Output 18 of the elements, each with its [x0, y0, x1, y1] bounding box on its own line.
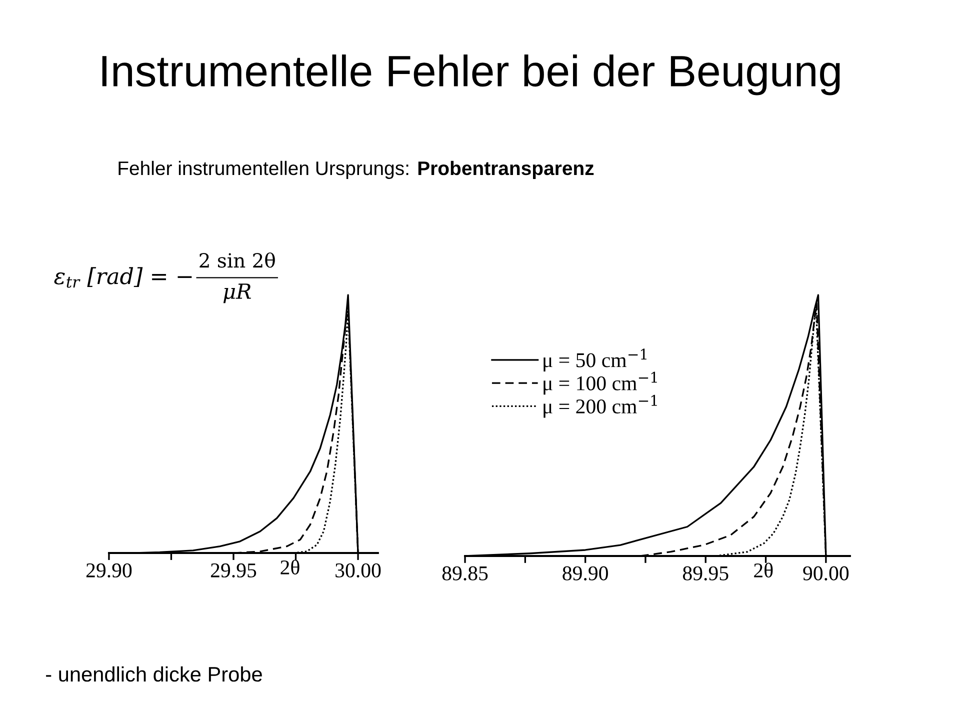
chart-subtitle: Fehler instrumentellen Ursprungs: Probentransparenz [118, 160, 594, 179]
text: ε$_{tr}$ [rad] = − [54, 267, 192, 288]
x-tick-label: 89.85 [442, 566, 488, 580]
x-tick-label: 89.95 [682, 566, 728, 580]
text: - unendlich dicke Probe [46, 666, 262, 682]
legend-label: μ = 50 cm$^{−1}$ [544, 348, 646, 372]
text: 2 sin 2θ [200, 252, 275, 268]
annotation: μR [223, 284, 251, 304]
x-tick-label: 29.95 [210, 563, 256, 578]
legend-label: μ = 200 cm$^{−1}$ [544, 394, 657, 418]
x-tick-label: 30.00 [336, 563, 381, 578]
x-axis-title: 2θ [754, 562, 773, 578]
x-tick-label: 29.90 [86, 563, 132, 578]
text: Instrumentelle Fehler bei der Beugung [102, 54, 840, 96]
legend-label: μ = 100 cm$^{−1}$ [544, 372, 657, 395]
x-tick-label: 89.90 [562, 566, 608, 580]
x-axis-title: 2θ [280, 560, 300, 574]
x-tick-label: 90.00 [803, 566, 849, 580]
